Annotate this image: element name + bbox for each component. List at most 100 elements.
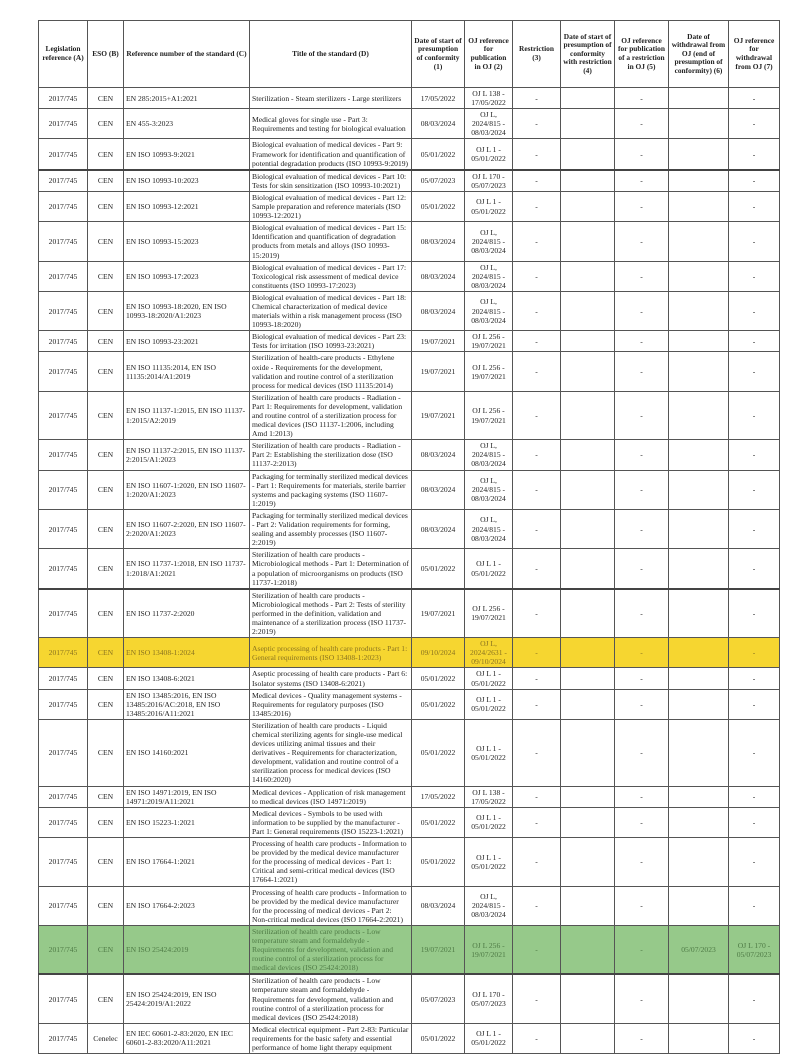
- cell-legislation-reference: 2017/745: [38, 637, 88, 669]
- cell-restriction-oj: -: [614, 108, 669, 140]
- header-restriction-oj: OJ reference for publication of a restri…: [614, 20, 669, 88]
- table-row: 2017/745 CEN EN ISO 11607-1:2020, EN ISO 1…: [38, 469, 780, 510]
- harmonised-standards-table: Legislation reference (A) ESO (B) Referenc…: [38, 20, 780, 1054]
- cell-withdrawal-oj: -: [728, 1022, 780, 1054]
- cell-restriction-oj: -: [614, 718, 669, 787]
- cell-restriction-date: [560, 290, 615, 332]
- cell-presumption-date: 05/01/2022: [411, 837, 465, 887]
- cell-withdrawal-oj: -: [728, 637, 780, 669]
- cell-standard-title: Medical electrical equipment - Part 2-83…: [249, 1022, 412, 1054]
- table-row: 2017/745 CEN EN ISO 11137-1:2015, EN ISO 1…: [38, 390, 780, 441]
- cell-presumption-date: 08/03/2024: [411, 508, 465, 550]
- cell-oj-publication: OJ L 256 - 19/07/2021: [464, 390, 513, 441]
- cell-eso: CEN: [87, 688, 124, 720]
- cell-standard-title: Sterilization of health care products - …: [249, 718, 412, 787]
- cell-eso: CEN: [87, 587, 124, 639]
- cell-oj-publication: OJ L 170 - 05/07/2023: [464, 973, 513, 1024]
- cell-restriction: -: [512, 469, 561, 510]
- cell-restriction-oj: -: [614, 221, 669, 262]
- cell-presumption-date: 17/05/2022: [411, 785, 465, 808]
- cell-withdrawal-oj: -: [728, 587, 780, 639]
- cell-eso: CEN: [87, 330, 124, 353]
- cell-withdrawal-date: [668, 86, 729, 110]
- cell-legislation-reference: 2017/745: [38, 168, 88, 192]
- cell-oj-publication: OJ L, 2024/815 - 08/03/2024: [464, 221, 513, 262]
- cell-withdrawal-date: [668, 439, 729, 471]
- cell-restriction-date: [560, 351, 615, 392]
- cell-legislation-reference: 2017/745: [38, 138, 88, 171]
- cell-eso: CEN: [87, 351, 124, 392]
- cell-withdrawal-oj: -: [728, 330, 780, 353]
- header-withdrawal-date: Date of withdrawal from OJ (end of presu…: [668, 20, 729, 88]
- cell-restriction: -: [512, 108, 561, 140]
- cell-standard-reference: EN ISO 10993-17:2023: [123, 260, 250, 292]
- cell-standard-reference: EN ISO 10993-10:2023: [123, 168, 250, 192]
- cell-eso: CEN: [87, 390, 124, 441]
- cell-withdrawal-oj: -: [728, 785, 780, 808]
- cell-restriction: -: [512, 508, 561, 550]
- cell-restriction-oj: -: [614, 439, 669, 471]
- cell-restriction-oj: -: [614, 1022, 669, 1054]
- table-row: 2017/745 CEN EN ISO 10993-10:2023 Biologica…: [38, 168, 780, 192]
- cell-legislation-reference: 2017/745: [38, 439, 88, 471]
- cell-withdrawal-oj: -: [728, 390, 780, 441]
- header-eso: ESO (B): [87, 20, 124, 88]
- cell-presumption-date: 05/01/2022: [411, 190, 465, 223]
- cell-restriction-date: [560, 924, 615, 975]
- cell-restriction-date: [560, 1022, 615, 1054]
- cell-legislation-reference: 2017/745: [38, 290, 88, 332]
- cell-standard-title: Biological evaluation of medical devices…: [249, 190, 412, 223]
- cell-oj-publication: OJ L 138 - 17/05/2022: [464, 785, 513, 808]
- table-row: 2017/745 CEN EN ISO 10993-15:2023 Biologica…: [38, 221, 780, 262]
- cell-restriction-oj: -: [614, 924, 669, 975]
- cell-withdrawal-date: [668, 108, 729, 140]
- cell-standard-title: Packaging for terminally sterilized medi…: [249, 469, 412, 510]
- cell-standard-reference: EN ISO 11737-1:2018, EN ISO 11737-1:2018…: [123, 548, 250, 590]
- cell-oj-publication: OJ L 1 - 05/01/2022: [464, 688, 513, 720]
- cell-eso: CEN: [87, 290, 124, 332]
- cell-restriction: -: [512, 885, 561, 926]
- cell-presumption-date: 17/05/2022: [411, 86, 465, 110]
- cell-withdrawal-date: [668, 290, 729, 332]
- cell-withdrawal-date: [668, 1022, 729, 1054]
- table-row: 2017/745 CEN EN ISO 11135:2014, EN ISO 111…: [38, 351, 780, 392]
- cell-presumption-date: 05/01/2022: [411, 667, 465, 690]
- cell-withdrawal-date: [668, 138, 729, 171]
- cell-legislation-reference: 2017/745: [38, 86, 88, 110]
- cell-withdrawal-date: [668, 330, 729, 353]
- table-row: 2017/745 CEN EN ISO 11737-2:2020 Sterilizat…: [38, 587, 780, 639]
- cell-restriction-date: [560, 469, 615, 510]
- cell-presumption-date: 09/10/2024: [411, 637, 465, 669]
- cell-restriction: -: [512, 837, 561, 887]
- cell-restriction-date: [560, 390, 615, 441]
- cell-standard-reference: EN ISO 10993-9:2021: [123, 138, 250, 171]
- cell-presumption-date: 05/01/2022: [411, 138, 465, 171]
- cell-restriction-date: [560, 718, 615, 787]
- cell-oj-publication: OJ L 138 - 17/05/2022: [464, 86, 513, 110]
- cell-standard-reference: EN ISO 10993-23:2021: [123, 330, 250, 353]
- cell-legislation-reference: 2017/745: [38, 806, 88, 839]
- cell-withdrawal-oj: -: [728, 221, 780, 262]
- cell-withdrawal-oj: -: [728, 885, 780, 926]
- cell-withdrawal-date: [668, 885, 729, 926]
- cell-eso: CEN: [87, 469, 124, 510]
- cell-restriction-date: [560, 667, 615, 690]
- cell-eso: CEN: [87, 548, 124, 590]
- cell-standard-title: Biological evaluation of medical devices…: [249, 168, 412, 192]
- cell-withdrawal-date: [668, 667, 729, 690]
- cell-legislation-reference: 2017/745: [38, 885, 88, 926]
- header-restriction: Restriction (3): [512, 20, 561, 88]
- cell-oj-publication: OJ L 170 - 05/07/2023: [464, 168, 513, 192]
- cell-withdrawal-oj: -: [728, 837, 780, 887]
- header-restriction-date: Date of start of presumption of conformi…: [560, 20, 615, 88]
- cell-restriction-oj: -: [614, 390, 669, 441]
- header-withdrawal-oj: OJ reference for withdrawal from OJ (7): [728, 20, 780, 88]
- cell-standard-reference: EN IEC 60601-2-83:2020, EN IEC 60601-2-8…: [123, 1022, 250, 1054]
- cell-restriction-oj: -: [614, 837, 669, 887]
- header-standard-title: Title of the standard (D): [249, 20, 412, 88]
- cell-eso: CEN: [87, 168, 124, 192]
- cell-presumption-date: 08/03/2024: [411, 885, 465, 926]
- cell-restriction-date: [560, 190, 615, 223]
- cell-restriction-date: [560, 587, 615, 639]
- cell-standard-reference: EN ISO 11737-2:2020: [123, 587, 250, 639]
